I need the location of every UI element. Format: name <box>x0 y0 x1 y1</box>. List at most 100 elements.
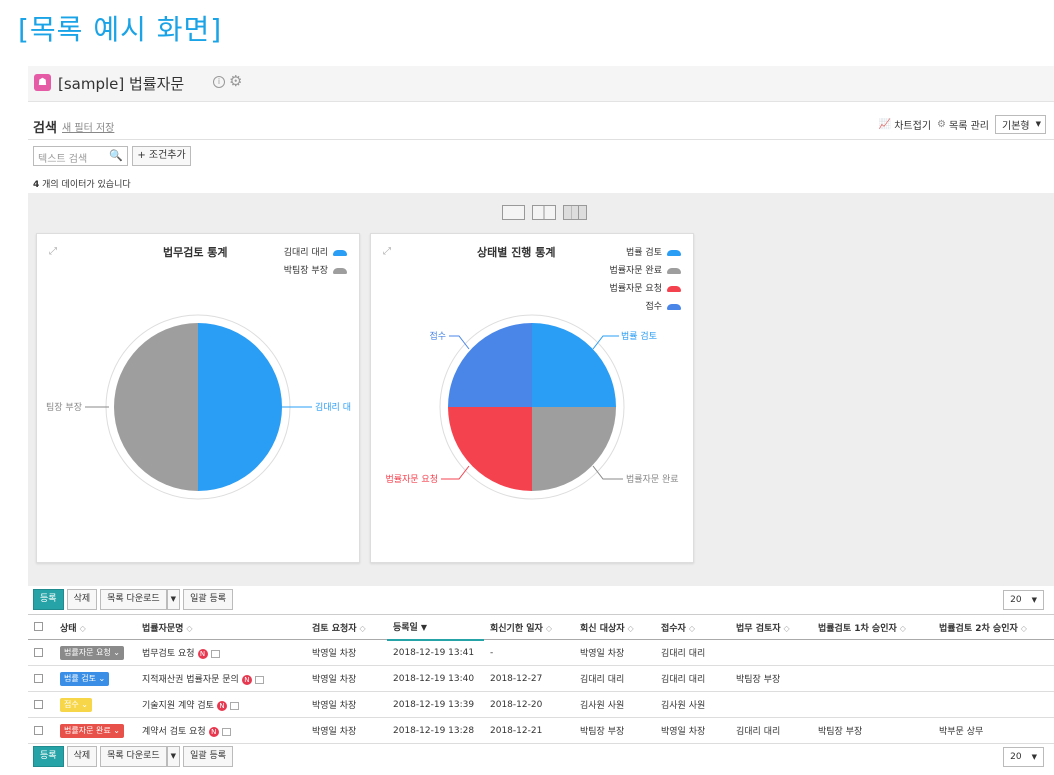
chevron-down-icon: ▼ <box>1035 120 1041 128</box>
save-filter-link[interactable]: 새 필터 저장 <box>62 123 115 134</box>
search-input[interactable]: 텍스트 검색 🔍 <box>33 146 128 166</box>
column-header-label: 법률검토 2차 승인자 <box>939 623 1018 634</box>
legend-item[interactable]: 법률자문 완료 <box>609 262 681 280</box>
open-window-icon[interactable] <box>254 675 264 684</box>
approver2-cell <box>933 691 1054 718</box>
delete-button[interactable]: 삭제 <box>66 746 98 767</box>
pie-slice[interactable] <box>448 323 532 407</box>
register-button[interactable]: 등록 <box>33 589 64 610</box>
slice-label: 팀장 부장 <box>46 401 82 413</box>
name-cell[interactable]: 계약서 검토 요청 N <box>136 717 306 744</box>
legend-item[interactable]: 법률자문 요청 <box>609 280 681 298</box>
advice-name[interactable]: 기술지원 계약 검토 <box>142 701 214 711</box>
due-cell: 2018-12-20 <box>484 691 574 718</box>
divider <box>28 139 1054 140</box>
row-checkbox[interactable] <box>34 647 43 657</box>
date-cell: 2018-12-19 13:28 <box>387 717 484 744</box>
pie-slice[interactable] <box>532 407 616 491</box>
open-window-icon[interactable] <box>221 727 231 736</box>
status-cell: 접수 ⌄ <box>54 691 136 718</box>
column-header[interactable]: 회신 대상자 ◇ <box>574 614 655 640</box>
data-table: 상태 ◇ 법률자문명 ◇ 검토 요청자 ◇ 등록일 ▼ 회신기한 일자 ◇ 회신 대상자 ◇… <box>28 614 1054 744</box>
column-header-label: 접수자 <box>661 623 686 634</box>
column-header[interactable]: 접수자 ◇ <box>655 614 730 640</box>
column-header[interactable]: 법률자문명 ◇ <box>136 614 306 640</box>
row-checkbox[interactable] <box>34 673 43 683</box>
name-cell[interactable]: 지적재산권 법률자문 문의 N <box>136 665 306 692</box>
download-dropdown-button[interactable]: ▼ <box>166 589 181 610</box>
pie-slice[interactable] <box>198 323 282 491</box>
add-condition-button[interactable]: + 조건추가 <box>132 146 191 166</box>
list-manage-button[interactable]: ⚙ 목록 관리 <box>937 117 989 132</box>
legend-swatch <box>667 267 681 274</box>
search-icon[interactable]: 🔍 <box>109 149 123 162</box>
layout-three-column-icon[interactable] <box>563 205 587 220</box>
pie-slice[interactable] <box>114 323 198 491</box>
column-header[interactable]: 등록일 ▼ <box>387 614 484 641</box>
status-badge[interactable]: 법률자문 완료 ⌄ <box>60 723 124 738</box>
table-row[interactable]: 법률자문 요청 ⌄ 법무검토 요청 N 박영일 차장 2018-12-19 13:41-… <box>28 639 1054 666</box>
approver1-cell <box>812 639 933 666</box>
column-header[interactable]: 회신기한 일자 ◇ <box>484 614 574 640</box>
column-header[interactable]: 법률검토 2차 승인자 ◇ <box>933 614 1054 640</box>
requester-cell: 박영일 차장 <box>306 691 387 718</box>
new-badge-icon: N <box>241 674 252 685</box>
new-badge-icon: N <box>197 648 208 659</box>
expand-icon[interactable]: ⤢ <box>383 246 391 257</box>
layout-two-column-icon[interactable] <box>532 205 556 220</box>
legend-label: 법률 검토 <box>626 248 662 258</box>
pie-slice[interactable] <box>532 323 616 407</box>
table-row[interactable]: 접수 ⌄ 기술지원 계약 검토 N 박영일 차장 2018-12-19 13:39 201… <box>28 691 1054 718</box>
legend-item[interactable]: 법률 검토 <box>609 244 681 262</box>
reply-cell: 김사원 사원 <box>574 691 655 718</box>
status-badge[interactable]: 법률 검토 ⌄ <box>60 671 110 686</box>
name-cell[interactable]: 법무검토 요청 N <box>136 639 306 666</box>
status-badge[interactable]: 법률자문 요청 ⌄ <box>60 645 124 660</box>
name-cell[interactable]: 기술지원 계약 검토 N <box>136 691 306 718</box>
column-header[interactable]: 검토 요청자 ◇ <box>306 614 387 640</box>
table-row[interactable]: 법률자문 완료 ⌄ 계약서 검토 요청 N 박영일 차장 2018-12-19 13:2… <box>28 717 1054 744</box>
page-size-select[interactable]: 20 ▼ <box>1003 747 1044 767</box>
status-badge[interactable]: 접수 ⌄ <box>60 697 92 712</box>
column-header[interactable]: 상태 ◇ <box>54 614 136 640</box>
advice-name[interactable]: 지적재산권 법률자문 문의 <box>142 675 239 685</box>
delete-button[interactable]: 삭제 <box>66 589 98 610</box>
due-cell: 2018-12-27 <box>484 665 574 692</box>
page-size-select[interactable]: 20 ▼ <box>1003 590 1044 610</box>
advice-name[interactable]: 법무검토 요청 <box>142 649 195 659</box>
date-cell: 2018-12-19 13:39 <box>387 691 484 718</box>
view-type-select[interactable]: 기본형 ▼ <box>995 114 1046 134</box>
column-header[interactable]: 법무 검토자 ◇ <box>730 614 812 640</box>
open-window-icon[interactable] <box>229 701 239 710</box>
legend-item[interactable]: 접수 <box>609 298 681 316</box>
download-dropdown-button[interactable]: ▼ <box>166 746 181 767</box>
sort-icon: ◇ <box>359 623 366 633</box>
legend-item[interactable]: 박팀장 부장 <box>284 262 347 280</box>
chevron-down-icon: ▼ <box>1031 596 1037 604</box>
chart-toggle-button[interactable]: 📈 차트접기 <box>879 117 931 132</box>
pie-slice[interactable] <box>448 407 532 491</box>
expand-icon[interactable]: ⤢ <box>49 246 57 257</box>
advice-name[interactable]: 계약서 검토 요청 <box>142 727 206 737</box>
column-header[interactable]: 법률검토 1차 승인자 ◇ <box>812 614 933 640</box>
table-row[interactable]: 법률 검토 ⌄ 지적재산권 법률자문 문의 N 박영일 차장 2018-12-19 13… <box>28 665 1054 692</box>
bulk-register-button[interactable]: 일괄 등록 <box>183 746 234 767</box>
select-all-checkbox[interactable] <box>34 622 43 631</box>
download-button[interactable]: 목록 다운로드 <box>100 589 167 610</box>
info-icon[interactable]: i <box>213 76 225 88</box>
row-checkbox[interactable] <box>34 725 43 735</box>
chart-card-reviewer: ⤢ 법무검토 통계 김대리 대리 박팀장 부장 김대리 대 팀장 부장 <box>36 233 360 563</box>
row-checkbox[interactable] <box>34 699 43 709</box>
open-window-icon[interactable] <box>210 649 220 658</box>
bulk-register-button[interactable]: 일괄 등록 <box>183 589 234 610</box>
legend-swatch <box>333 249 347 256</box>
receiver-cell: 김대리 대리 <box>655 665 730 692</box>
chart-toggle-label: 차트접기 <box>894 120 932 132</box>
layout-one-column-icon[interactable] <box>502 205 525 220</box>
legend-item[interactable]: 김대리 대리 <box>284 244 347 262</box>
search-placeholder: 텍스트 검색 <box>38 154 88 165</box>
gear-icon[interactable]: ⚙ <box>229 72 243 90</box>
result-count-value: 4 <box>33 180 40 190</box>
register-button[interactable]: 등록 <box>33 746 64 767</box>
download-button[interactable]: 목록 다운로드 <box>100 746 167 767</box>
